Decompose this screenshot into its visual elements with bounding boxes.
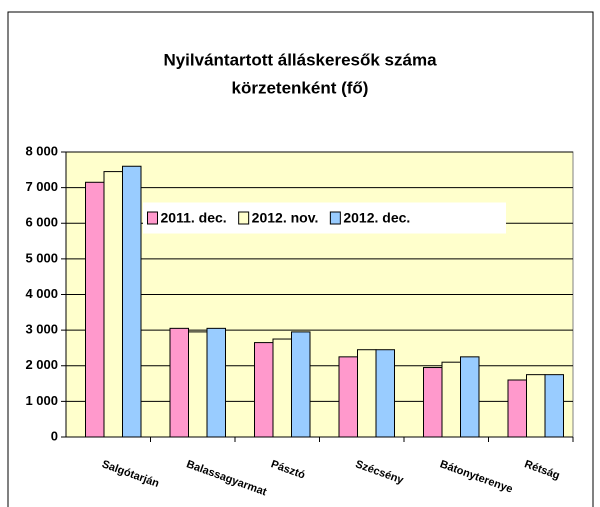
y-tick-label: 0 (51, 428, 58, 443)
bar (338, 356, 358, 438)
bar (169, 327, 189, 438)
bar (291, 331, 311, 438)
y-tick-label: 1 000 (25, 393, 58, 408)
legend-label: 2012. dec. (343, 210, 410, 226)
bar (526, 374, 546, 438)
bar (103, 171, 123, 438)
chart-title: körzetenként (fő) (232, 78, 369, 97)
bar (460, 356, 480, 438)
bar (272, 338, 292, 438)
legend-label: 2011. dec. (161, 210, 227, 226)
bar (254, 342, 274, 438)
legend-swatch (238, 211, 250, 225)
bar (423, 367, 443, 438)
legend: 2011. dec. 2012. nov. 2012. dec. (143, 202, 506, 234)
y-tick-label: 4 000 (25, 286, 58, 301)
bar (206, 327, 226, 438)
bar (188, 331, 208, 438)
y-tick-label: 7 000 (25, 179, 58, 194)
legend-box (143, 202, 506, 234)
y-tick-label: 3 000 (25, 322, 58, 337)
bar (375, 349, 395, 438)
bar (357, 349, 377, 438)
legend-swatch (147, 211, 158, 225)
y-tick-label: 6 000 (25, 215, 58, 230)
bar (544, 374, 564, 438)
legend-swatch (329, 211, 341, 225)
y-tick-label: 2 000 (25, 357, 58, 372)
bar (85, 181, 105, 438)
bar (122, 165, 142, 438)
y-tick-label: 8 000 (25, 143, 58, 158)
bar (507, 379, 527, 438)
bar (441, 361, 461, 438)
y-tick-label: 5 000 (25, 250, 58, 265)
chart-title: Nyilvántartott álláskeresők száma (163, 50, 437, 69)
legend-label: 2012. nov. (252, 210, 319, 226)
